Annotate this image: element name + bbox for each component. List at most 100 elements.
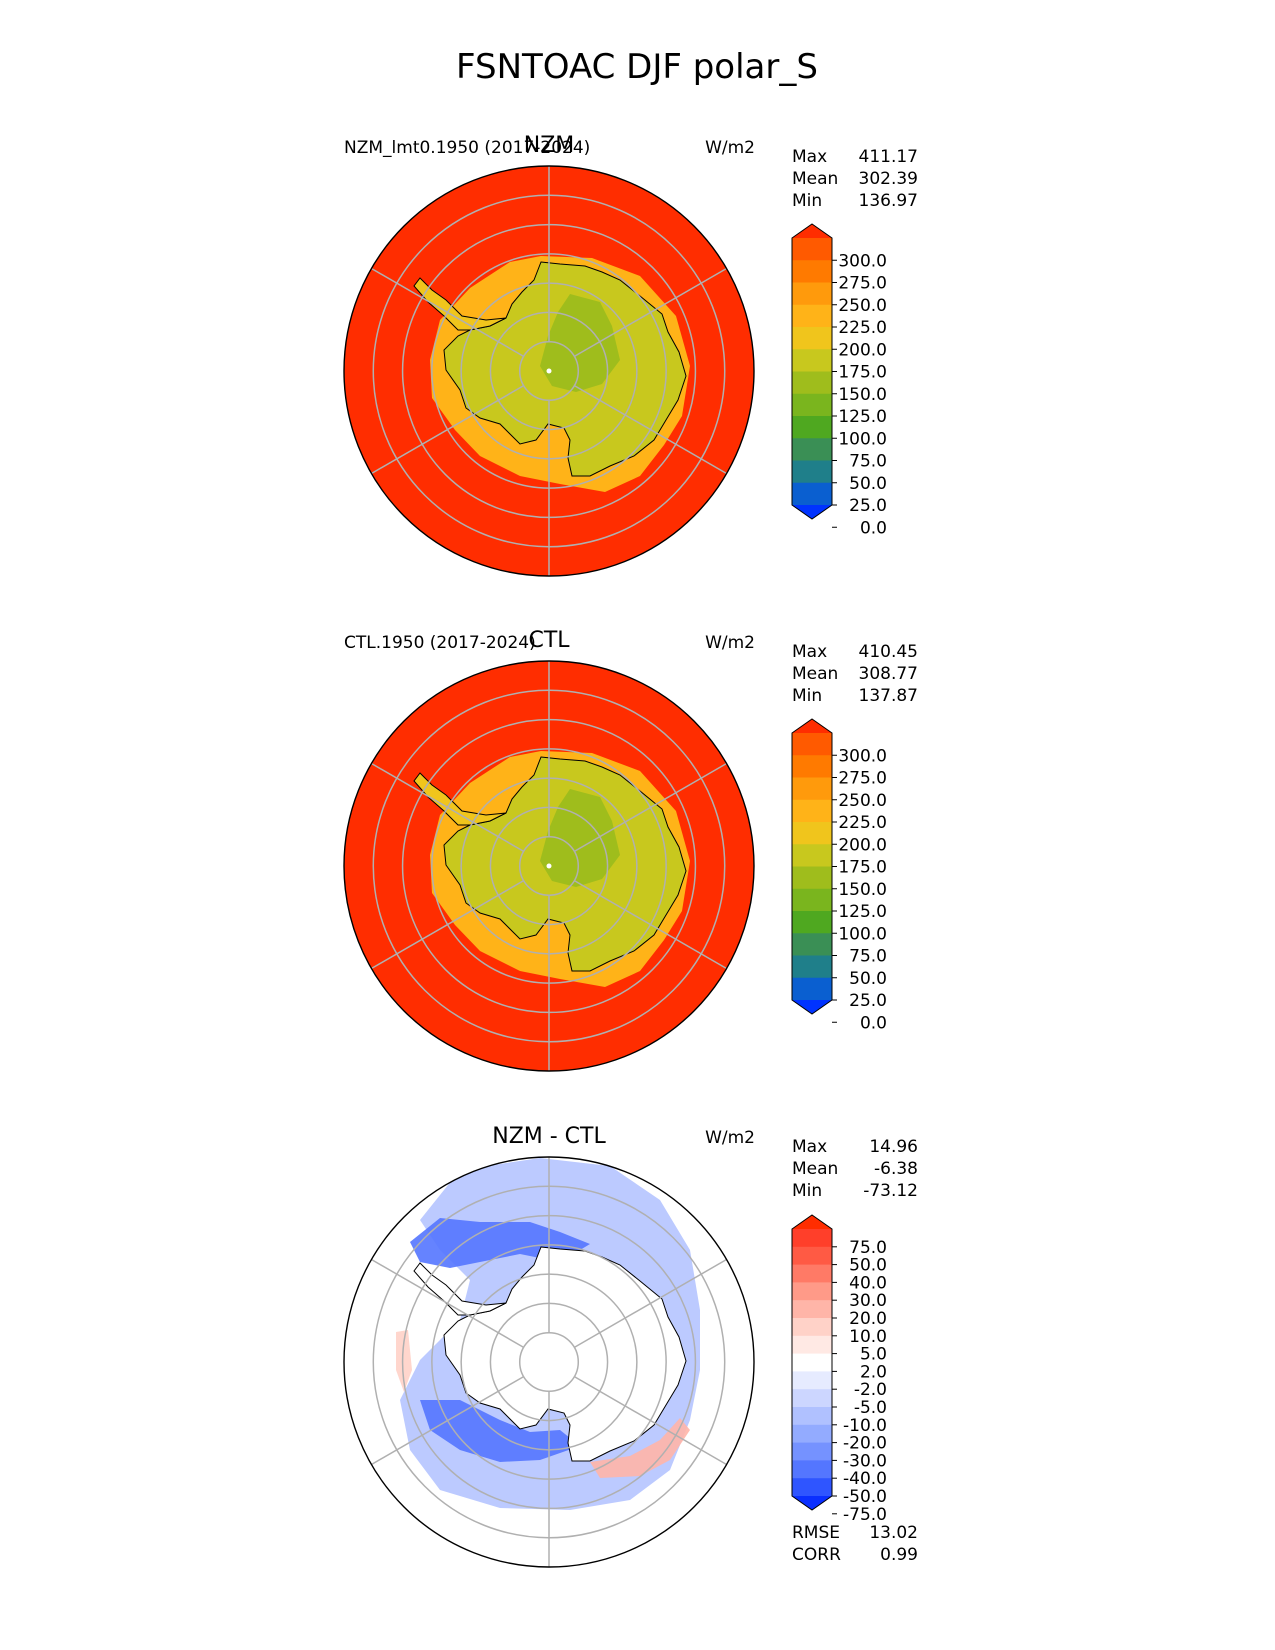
colorbar-tick-label: 125.0 [838, 407, 887, 427]
colorbar-tick-label: 275.0 [838, 769, 887, 789]
stats-block: Max 411.17 Mean 302.39 Min 136.97 [792, 147, 918, 211]
colorbar-tick-label: 25.0 [849, 991, 887, 1011]
colorbar-tick-label: -75.0 [843, 1505, 887, 1525]
meridian-line [573, 384, 727, 475]
colorbar-tick-label: 75.0 [849, 947, 887, 967]
colorbar-tick-label: 300.0 [838, 746, 887, 766]
colorbar-segment [792, 460, 832, 484]
corr-value: 0.99 [880, 1545, 918, 1565]
colorbar-extend-min [792, 1000, 832, 1014]
stat-max-value: 411.17 [859, 147, 918, 167]
colorbar: 75.050.040.030.020.010.05.02.0-2.0-5.0-1… [791, 1214, 887, 1525]
colorbar-tick-label: -10.0 [843, 1416, 887, 1436]
rmse-label: RMSE [792, 1523, 840, 1543]
meridian-line [573, 1375, 727, 1466]
meridian-line [371, 267, 525, 358]
meridian-line [371, 384, 525, 475]
interior-plateau [540, 789, 620, 887]
colorbar-segment [792, 1424, 832, 1444]
meridian-line [371, 762, 525, 853]
colorbar-segment [792, 393, 832, 417]
panel-diff: NZM - CTL W/m2 Max 14.96 Mean -6.38 Min … [343, 1124, 918, 1568]
colorbar-tick-label: 200.0 [838, 340, 887, 360]
colorbar-tick-label: 150.0 [838, 385, 887, 405]
colorbar-tick-label: 20.0 [849, 1309, 887, 1329]
meridian-line [371, 879, 525, 970]
colorbar-segment [792, 371, 832, 395]
colorbar-tick-label: 275.0 [838, 274, 887, 294]
colorbar-segment [792, 799, 832, 823]
map-boundary [343, 660, 755, 1072]
stat-mean-label: Mean [792, 169, 838, 189]
stats-block: Max 14.96 Mean -6.38 Min -73.12 [792, 1137, 918, 1201]
colorbar-segment [792, 777, 832, 801]
panel-units: W/m2 [705, 633, 755, 653]
stat-mean-value: 308.77 [859, 664, 918, 684]
colorbar-tick-label: 50.0 [849, 969, 887, 989]
colorbar-tick-label: 200.0 [838, 835, 887, 855]
stat-max-label: Max [792, 642, 827, 662]
colorbar-extend-min [792, 505, 832, 519]
stat-min-label: Min [792, 191, 822, 211]
colorbar-segment [792, 1407, 832, 1426]
negative-anomaly-strong-south [420, 1400, 580, 1462]
colorbar-segment [792, 844, 832, 867]
stat-min-value: 137.87 [859, 686, 918, 706]
panel-ctl: CTL CTL.1950 (2017-2024) W/m2 Max 410.45… [343, 628, 918, 1072]
meridian-line [573, 762, 727, 853]
colorbar-extend-max [792, 719, 832, 733]
colorbar-segment [792, 482, 832, 506]
map-boundary [343, 1156, 755, 1568]
colorbar-segment [792, 416, 832, 439]
polar-map [344, 1157, 754, 1567]
colorbar-tick-label: 2.0 [860, 1362, 887, 1382]
colorbar-tick-label: 25.0 [849, 496, 887, 516]
map-grid [371, 1157, 727, 1567]
map-grid [371, 166, 727, 576]
positive-anomaly-southeast [590, 1418, 690, 1478]
colorbar-tick-label: 250.0 [838, 791, 887, 811]
colorbar-tick-label: 175.0 [838, 858, 887, 878]
colorbar-segment [792, 822, 832, 845]
colorbar-segment [792, 1442, 832, 1461]
colorbar-tick-label: 100.0 [838, 924, 887, 944]
colorbar-segment [792, 282, 832, 306]
colorbar-tick-label: -5.0 [854, 1398, 887, 1418]
colorbar-segment [792, 955, 832, 979]
stat-mean-value: -6.38 [874, 1159, 918, 1179]
stat-max-label: Max [792, 147, 827, 167]
colorbar-segment [792, 304, 832, 328]
colorbar-segment [792, 260, 832, 283]
panel-subtitle: NZM_lmt0.1950 (2017-2024) [344, 138, 590, 158]
colorbar-segment [792, 911, 832, 934]
colorbar-segment [792, 888, 832, 912]
stats-block: Max 410.45 Mean 308.77 Min 137.87 [792, 642, 918, 706]
colorbar-segment [792, 1318, 832, 1337]
meridian-line [573, 1258, 727, 1349]
colorbar-segment [792, 1264, 832, 1283]
meridian-line [371, 1375, 525, 1466]
colorbar-tick-label: 225.0 [838, 813, 887, 833]
stat-min-value: 136.97 [859, 191, 918, 211]
colorbar-segment [792, 755, 832, 778]
stat-mean-label: Mean [792, 1159, 838, 1179]
colorbar-segment [792, 1335, 832, 1355]
colorbar-tick-label: 75.0 [849, 452, 887, 472]
panel-title: NZM - CTL [492, 1124, 606, 1149]
corr-label: CORR [792, 1545, 841, 1565]
pole-marker [546, 368, 552, 374]
colorbar-tick-label: 30.0 [849, 1291, 887, 1311]
colorbar-tick-label: 250.0 [838, 296, 887, 316]
stat-max-label: Max [792, 1137, 827, 1157]
colorbar-segment [792, 1246, 832, 1266]
colorbar-segment [792, 933, 832, 956]
footer-stats: RMSE 13.02 CORR 0.99 [792, 1523, 918, 1565]
meridian-line [573, 267, 727, 358]
colorbar-tick-label: -30.0 [843, 1451, 887, 1471]
colorbar-segment [792, 238, 832, 261]
colorbar-tick-label: 300.0 [838, 251, 887, 271]
stat-mean-label: Mean [792, 664, 838, 684]
stat-mean-value: 302.39 [859, 169, 918, 189]
panel-subtitle: CTL.1950 (2017-2024) [344, 633, 536, 653]
